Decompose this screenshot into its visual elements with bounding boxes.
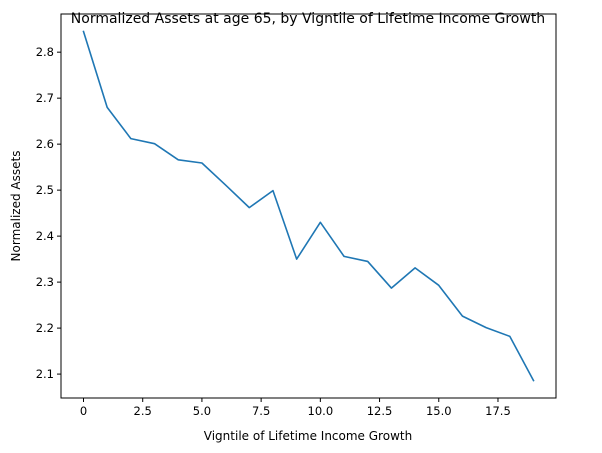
series-line-0 xyxy=(82,30,535,382)
x-tick-label: 15.0 xyxy=(426,404,452,418)
y-tick-label: 2.6 xyxy=(36,137,54,151)
x-tick-label: 0 xyxy=(80,404,87,418)
y-tick-label: 2.2 xyxy=(36,321,54,335)
x-tick-label: 10.0 xyxy=(308,404,334,418)
y-tick-label: 2.5 xyxy=(36,183,54,197)
x-tick-label: 17.5 xyxy=(485,404,511,418)
y-tick-label: 2.4 xyxy=(36,229,54,243)
x-tick-label: 7.5 xyxy=(252,404,270,418)
x-tick-label: 2.5 xyxy=(134,404,152,418)
x-axis-label: Vigntile of Lifetime Income Growth xyxy=(204,429,412,443)
y-tick-label: 2.7 xyxy=(36,91,54,105)
x-tick-label: 12.5 xyxy=(367,404,393,418)
y-tick-label: 2.8 xyxy=(36,45,54,59)
plot-area-frame xyxy=(60,13,557,399)
y-axis-ticks: 2.1 2.2 2.3 2.4 2.5 2.6 2.7 2.8 xyxy=(36,45,61,381)
x-axis-ticks: 0 2.5 5.0 7.5 10.0 12.5 15.0 17.5 xyxy=(80,398,511,418)
x-tick-label: 5.0 xyxy=(193,404,211,418)
y-axis-label: Normalized Assets xyxy=(9,151,23,262)
plot-lines xyxy=(82,30,535,382)
y-tick-label: 2.3 xyxy=(36,275,54,289)
chart-title: Normalized Assets at age 65, by Vigntile… xyxy=(71,11,545,27)
y-tick-label: 2.1 xyxy=(36,367,54,381)
